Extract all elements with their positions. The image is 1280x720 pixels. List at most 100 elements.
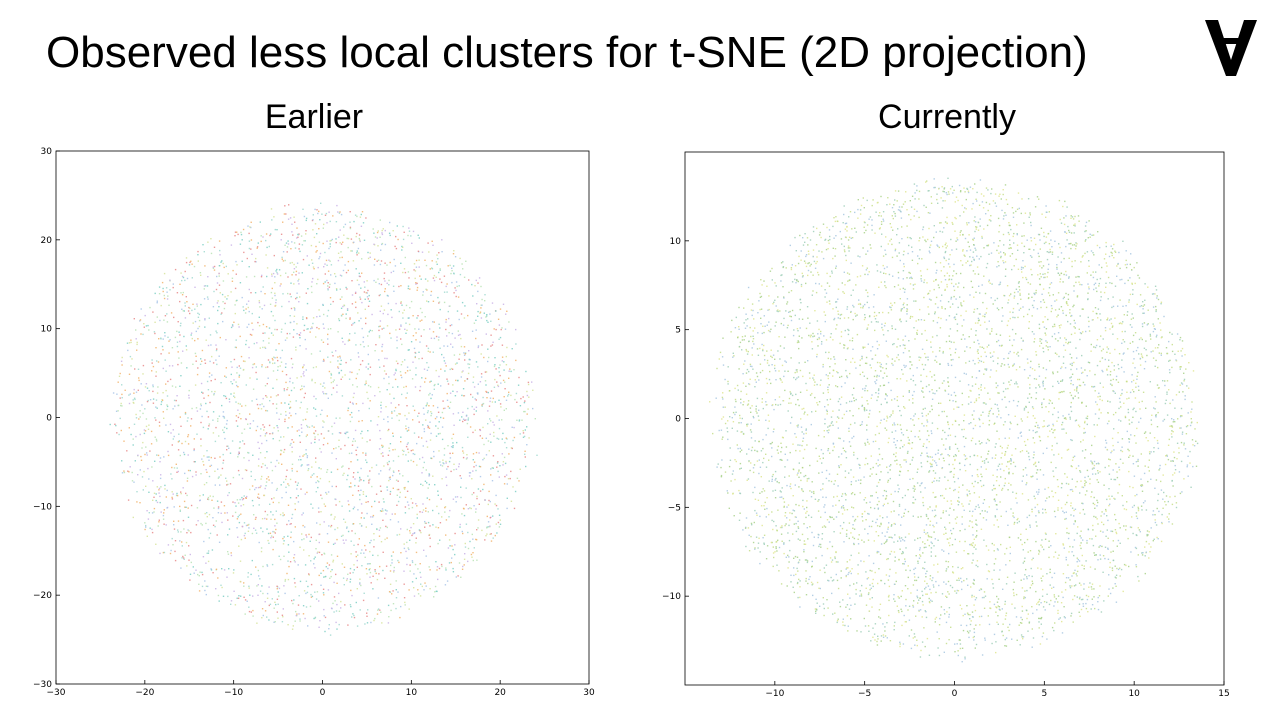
scatter-point: [481, 404, 483, 406]
scatter-point: [484, 300, 486, 302]
scatter-point: [326, 222, 328, 224]
scatter-point: [165, 524, 167, 526]
scatter-point: [926, 593, 928, 595]
scatter-point: [739, 468, 741, 470]
scatter-point: [390, 564, 392, 567]
inverted-a-logo-icon: [1205, 20, 1257, 76]
scatter-point: [249, 377, 251, 379]
scatter-point: [443, 291, 446, 293]
scatter-point: [1157, 298, 1160, 301]
scatter-point: [450, 367, 453, 370]
scatter-point: [955, 298, 957, 300]
scatter-point: [338, 445, 340, 448]
scatter-point: [165, 424, 167, 426]
scatter-point: [463, 395, 465, 397]
scatter-point: [842, 447, 844, 449]
scatter-point: [208, 475, 211, 478]
scatter-point: [1122, 321, 1124, 323]
scatter-point: [145, 485, 147, 487]
scatter-point: [359, 275, 361, 278]
scatter-point: [227, 519, 229, 521]
scatter-point: [475, 511, 477, 513]
scatter-point: [473, 408, 475, 410]
scatter-point: [223, 505, 226, 507]
scatter-point: [342, 313, 344, 315]
scatter-point: [1097, 470, 1099, 472]
scatter-point: [133, 423, 136, 425]
scatter-point: [250, 239, 253, 241]
scatter-point: [993, 423, 995, 425]
scatter-point: [996, 621, 998, 623]
scatter-point: [899, 645, 901, 648]
scatter-point: [303, 538, 305, 540]
scatter-point: [231, 280, 234, 282]
scatter-point: [330, 303, 332, 305]
scatter-point: [246, 303, 248, 305]
scatter-point: [301, 514, 303, 516]
scatter-point: [1042, 426, 1044, 428]
scatter-point: [392, 487, 394, 489]
scatter-point: [236, 425, 239, 427]
scatter-point: [501, 356, 504, 358]
scatter-point: [931, 509, 934, 512]
scatter-point: [824, 504, 826, 506]
scatter-point: [355, 291, 357, 293]
scatter-point: [289, 380, 291, 383]
scatter-point: [369, 386, 372, 388]
scatter-point: [356, 566, 358, 568]
scatter-point: [885, 541, 887, 543]
scatter-point: [1065, 338, 1067, 341]
scatter-point: [180, 292, 182, 294]
scatter-point: [323, 266, 325, 268]
scatter-point: [266, 267, 269, 269]
scatter-point: [445, 569, 447, 571]
scatter-point: [1085, 221, 1088, 224]
scatter-point: [840, 507, 843, 509]
scatter-point: [1132, 416, 1134, 418]
scatter-point: [302, 524, 304, 527]
scatter-point: [353, 564, 355, 566]
scatter-point: [230, 373, 232, 376]
scatter-point: [1057, 256, 1059, 258]
scatter-point: [162, 514, 165, 517]
scatter-point: [225, 339, 227, 341]
scatter-point: [251, 322, 253, 324]
scatter-point: [368, 407, 370, 410]
scatter-point: [381, 232, 383, 234]
scatter-point: [362, 222, 365, 224]
scatter-point: [1119, 527, 1121, 529]
scatter-point: [314, 567, 316, 569]
scatter-point: [461, 446, 464, 449]
scatter-point: [262, 530, 264, 533]
scatter-point: [523, 401, 526, 404]
scatter-point: [928, 654, 931, 656]
scatter-point: [341, 395, 344, 397]
scatter-point: [174, 540, 177, 542]
scatter-point: [282, 293, 284, 295]
scatter-point: [985, 369, 988, 371]
scatter-point: [344, 432, 346, 434]
scatter-point: [200, 438, 202, 440]
scatter-point: [191, 407, 193, 410]
scatter-point: [368, 294, 370, 297]
scatter-point: [417, 234, 419, 236]
scatter-point: [252, 595, 254, 597]
scatter-point: [987, 392, 989, 394]
scatter-point: [1105, 253, 1107, 255]
scatter-point: [786, 301, 789, 303]
scatter-point: [364, 286, 366, 288]
scatter-point: [306, 424, 308, 427]
scatter-point: [1155, 359, 1157, 362]
scatter-point: [313, 558, 315, 560]
scatter-point: [495, 328, 497, 331]
scatter-point: [386, 282, 388, 284]
scatter-point: [363, 552, 365, 554]
scatter-point: [536, 454, 538, 456]
scatter-point: [757, 547, 759, 549]
scatter-point: [323, 313, 325, 316]
scatter-point: [406, 392, 408, 394]
scatter-point: [276, 328, 278, 331]
scatter-point: [301, 388, 303, 390]
scatter-point: [322, 391, 324, 393]
scatter-point: [961, 392, 963, 395]
